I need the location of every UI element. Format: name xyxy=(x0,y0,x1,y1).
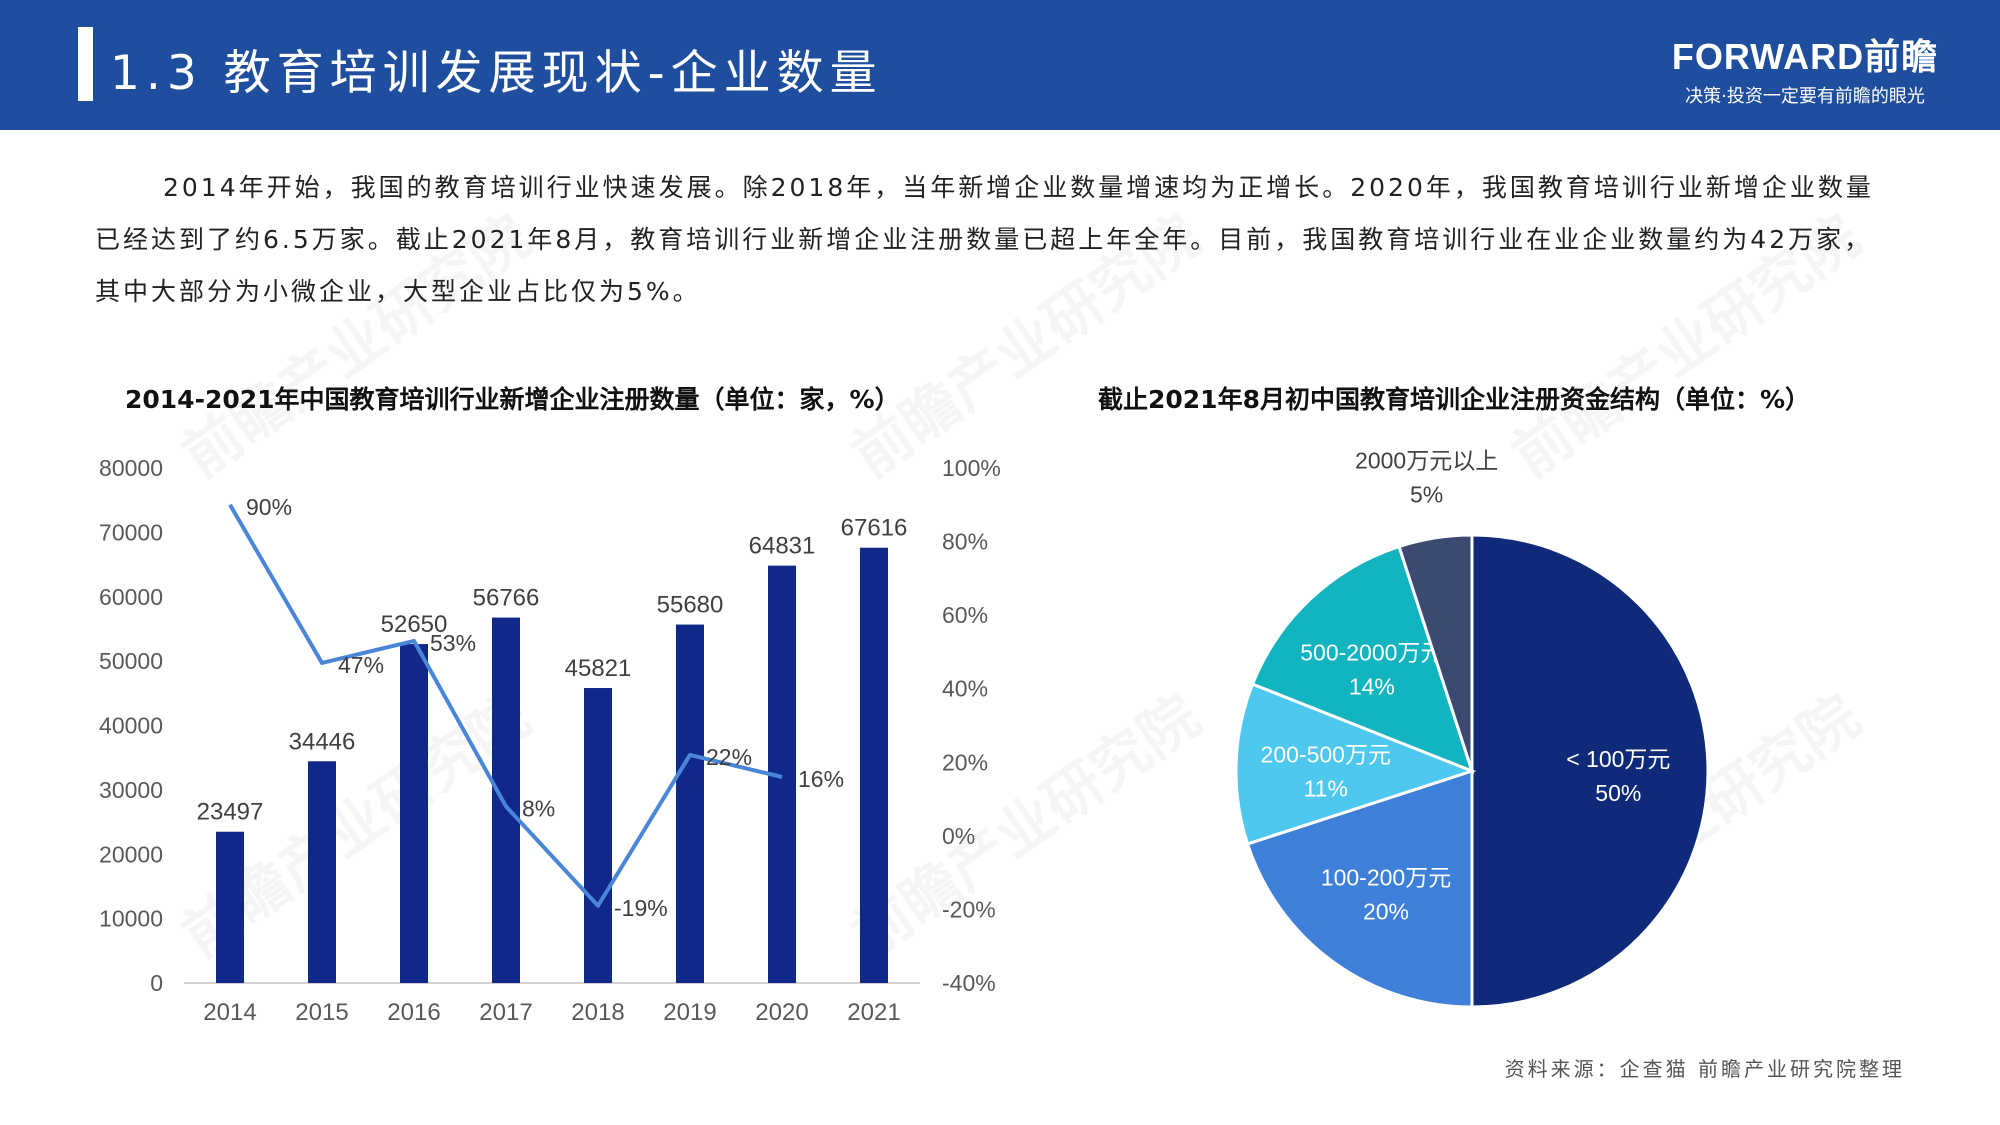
bar-data-label: 34446 xyxy=(289,728,356,755)
line-data-label: 16% xyxy=(798,766,844,792)
right-axis-tick-label: -20% xyxy=(942,896,996,922)
bar-data-label: 45821 xyxy=(565,655,632,682)
right-axis-tick-label: 60% xyxy=(942,602,988,628)
left-axis-tick-label: 50000 xyxy=(99,648,163,674)
x-axis-tick-label: 2015 xyxy=(295,999,348,1026)
bar xyxy=(860,547,888,983)
bar-data-label: 56766 xyxy=(473,585,540,612)
bar-data-label: 64831 xyxy=(749,533,816,560)
line-data-label: 47% xyxy=(338,652,384,678)
right-axis-tick-label: 100% xyxy=(942,455,1001,481)
bar xyxy=(308,761,336,983)
x-axis-tick-label: 2014 xyxy=(203,999,256,1026)
growth-rate-line xyxy=(228,503,783,908)
pie-slice-label: 100-200万元 xyxy=(1321,864,1451,890)
left-axis-tick-label: 70000 xyxy=(99,519,163,545)
line-data-label: 53% xyxy=(430,630,476,656)
pie-slice-value: 11% xyxy=(1304,775,1348,801)
right-axis-tick-label: 80% xyxy=(942,529,988,555)
x-axis-tick-label: 2016 xyxy=(387,999,440,1026)
x-axis-tick-label: 2017 xyxy=(479,999,532,1026)
line-data-label: -19% xyxy=(614,895,668,921)
right-axis-tick-label: 0% xyxy=(942,823,975,849)
bar-data-label: 67616 xyxy=(841,515,908,542)
pie-slice xyxy=(1397,533,1474,772)
bar xyxy=(584,688,612,983)
x-axis-tick-label: 2019 xyxy=(663,999,716,1026)
pie-slice-value: 14% xyxy=(1349,673,1395,699)
brand-name: FORWARD前瞻 xyxy=(1671,36,1939,77)
bar xyxy=(676,624,704,983)
bar xyxy=(216,831,244,983)
right-axis-tick-label: -40% xyxy=(942,970,996,996)
pie-slice xyxy=(1245,768,1474,1009)
pie-slice-value: 50% xyxy=(1595,780,1641,806)
pie-slice-value: 20% xyxy=(1363,898,1409,924)
source-note: 资料来源：企查猫 前瞻产业研究院整理 xyxy=(1504,1057,1905,1081)
pie-slice xyxy=(1234,682,1477,846)
pie-slice-label: 200-500万元 xyxy=(1261,741,1391,767)
x-axis-tick-label: 2020 xyxy=(755,999,808,1026)
x-axis-tick-label: 2018 xyxy=(571,999,624,1026)
left-axis-tick-label: 40000 xyxy=(99,713,163,739)
bar-data-label: 23497 xyxy=(197,799,264,826)
left-axis-tick-label: 20000 xyxy=(99,841,163,867)
line-data-label: 8% xyxy=(522,795,555,821)
brand-logo: FORWARD前瞻 决策·投资一定要有前瞻的眼光 xyxy=(1655,28,1955,108)
left-axis-tick-label: 30000 xyxy=(99,777,163,803)
page-title: 1.3 教育培训发展现状-企业数量 xyxy=(110,46,883,101)
bar xyxy=(492,617,520,983)
left-axis-tick-label: 80000 xyxy=(99,455,163,481)
pie-slice-label: 500-2000万元 xyxy=(1300,639,1443,665)
bar-chart-title: 2014-2021年中国教育培训行业新增企业注册数量（单位：家，%） xyxy=(125,385,900,414)
x-axis-tick-label: 2021 xyxy=(847,999,900,1026)
pie-slice xyxy=(1470,533,1710,1009)
line-data-label: 90% xyxy=(246,494,292,520)
header-banner: 1.3 教育培训发展现状-企业数量 FORWARD前瞻 决策·投资一定要有前瞻的… xyxy=(0,0,2000,130)
title-accent-bar xyxy=(78,27,93,101)
pie-slice-label: 2000万元以上 xyxy=(1355,448,1498,474)
bar xyxy=(400,644,428,983)
line-data-label: 22% xyxy=(706,744,752,770)
left-axis-tick-label: 10000 xyxy=(99,906,163,932)
bar-data-label: 55680 xyxy=(657,592,724,619)
brand-slogan: 决策·投资一定要有前瞻的眼光 xyxy=(1685,86,1925,107)
bar-data-label: 52650 xyxy=(381,611,448,638)
left-axis-tick-label: 60000 xyxy=(99,584,163,610)
right-axis-tick-label: 40% xyxy=(942,676,988,702)
left-axis-tick-label: 0 xyxy=(150,970,163,996)
pie-chart-title: 截止2021年8月初中国教育培训企业注册资金结构（单位：%） xyxy=(1098,385,1811,414)
intro-paragraph: 2014年开始，我国的教育培训行业快速发展。除2018年，当年新增企业数量增速均… xyxy=(95,173,1874,306)
pie-slice-label: < 100万元 xyxy=(1566,746,1670,772)
pie-slice-value: 5% xyxy=(1410,482,1443,508)
right-axis-tick-label: 20% xyxy=(942,749,988,775)
